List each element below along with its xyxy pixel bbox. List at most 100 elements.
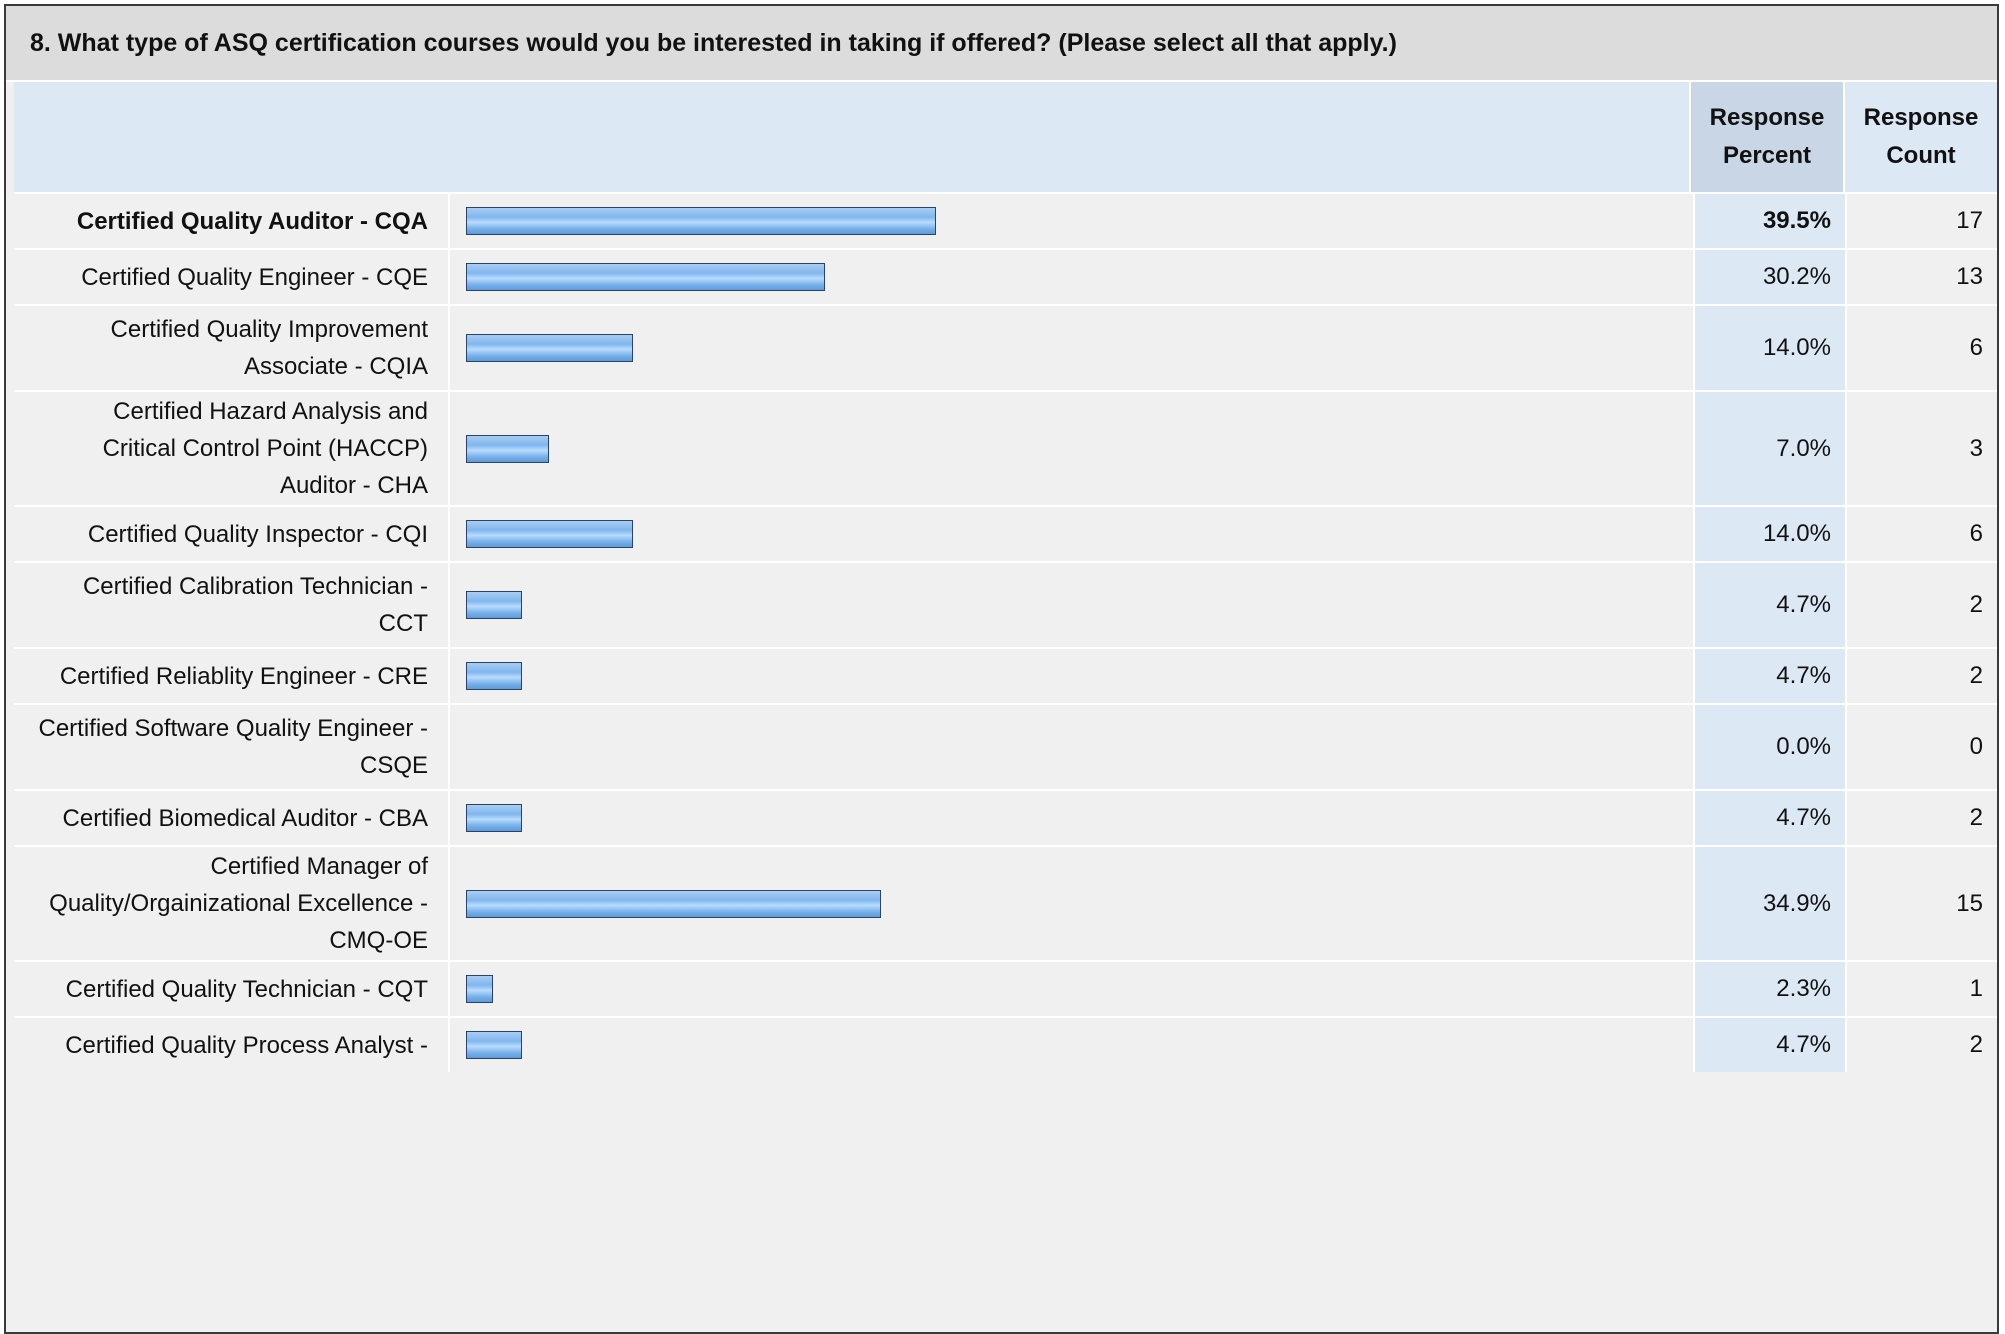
- answer-label: Certified Quality Improvement Associate -…: [14, 306, 450, 390]
- response-percent: 7.0%: [1693, 392, 1845, 505]
- answer-row: Certified Quality Inspector - CQI 14.0% 6: [14, 505, 1997, 561]
- bar-cell: [450, 250, 1693, 304]
- response-count: 2: [1845, 563, 1997, 647]
- bar-cell: [450, 962, 1693, 1016]
- response-count: 6: [1845, 507, 1997, 561]
- answer-label-line: Certified Reliablity Engineer - CRE: [59, 662, 428, 690]
- answer-label-line: Certified Hazard Analysis and: [113, 398, 428, 425]
- answer-row: Certified Software Quality Engineer - CSQ…: [14, 703, 1997, 789]
- response-percent: 0.0%: [1693, 705, 1845, 789]
- answer-label: Certified Quality Auditor - CQA: [14, 194, 450, 248]
- response-percent: 4.7%: [1693, 649, 1845, 703]
- answer-label-line: Certified Manager of: [210, 853, 428, 880]
- response-bar: [466, 334, 633, 362]
- answer-label-line: Certified Quality Improvement: [110, 316, 428, 343]
- answer-row: Certified Manager of Quality/Orgainizatio…: [14, 845, 1997, 960]
- results-table: Response Percent Response Count Certifie…: [14, 82, 1997, 1072]
- bar-cell: [450, 649, 1693, 703]
- response-bar: [466, 1031, 522, 1059]
- answer-label: Certified Software Quality Engineer - CSQ…: [14, 705, 450, 789]
- response-count: 2: [1845, 1018, 1997, 1072]
- answer-row: Certified Biomedical Auditor - CBA 4.7% 2: [14, 789, 1997, 845]
- response-percent-header-line2: Percent: [1722, 142, 1812, 169]
- response-count-header-line2: Count: [1886, 142, 1956, 169]
- response-count: 2: [1845, 649, 1997, 703]
- answer-label-line: Quality/Orgainizational Excellence -: [49, 890, 428, 917]
- response-bar: [466, 889, 882, 918]
- answer-label-line: Certified Software Quality Engineer -: [38, 715, 428, 742]
- answer-label-line: CMQ-OE: [329, 927, 428, 954]
- answer-row: Certified Quality Engineer - CQE 30.2% 13: [14, 248, 1997, 304]
- response-bar: [466, 591, 522, 619]
- response-percent-header: Response Percent: [1689, 82, 1843, 192]
- answer-label-line: Certified Calibration Technician -: [82, 573, 428, 600]
- response-percent-header-line1: Response: [1709, 104, 1825, 131]
- bar-cell: [450, 392, 1693, 505]
- response-count: 17: [1845, 194, 1997, 248]
- answer-label-line: Certified Quality Engineer - CQE: [81, 263, 428, 291]
- answer-label: Certified Quality Engineer - CQE: [14, 250, 450, 304]
- response-percent: 14.0%: [1693, 306, 1845, 390]
- response-percent: 2.3%: [1693, 962, 1845, 1016]
- response-bar: [466, 804, 522, 832]
- response-count: 1: [1845, 962, 1997, 1016]
- answer-row: Certified Quality Auditor - CQA 39.5% 17: [14, 192, 1997, 248]
- answer-label-line: Critical Control Point (HACCP): [102, 435, 428, 462]
- answer-row: Certified Quality Process Analyst - 4.7% 2: [14, 1016, 1997, 1072]
- answer-label-line: Certified Quality Auditor - CQA: [76, 207, 428, 235]
- response-bar: [466, 434, 550, 463]
- response-percent: 4.7%: [1693, 791, 1845, 845]
- bar-cell: [450, 507, 1693, 561]
- response-percent: 4.7%: [1693, 1018, 1845, 1072]
- response-bar: [466, 263, 826, 291]
- response-percent: 4.7%: [1693, 563, 1845, 647]
- answer-label-line: Certified Biomedical Auditor - CBA: [62, 804, 428, 832]
- answer-label-line: Certified Quality Technician - CQT: [65, 975, 428, 1003]
- answer-row: Certified Quality Technician - CQT 2.3% 1: [14, 960, 1997, 1016]
- answer-label-line: CCT: [378, 610, 428, 637]
- response-count: 6: [1845, 306, 1997, 390]
- bar-cell: [450, 847, 1693, 960]
- response-count: 13: [1845, 250, 1997, 304]
- answer-label: Certified Quality Technician - CQT: [14, 962, 450, 1016]
- answer-label: Certified Calibration Technician - CCT: [14, 563, 450, 647]
- response-percent: 14.0%: [1693, 507, 1845, 561]
- answer-label: Certified Hazard Analysis and Critical Co…: [14, 392, 450, 505]
- response-percent: 30.2%: [1693, 250, 1845, 304]
- response-count: 2: [1845, 791, 1997, 845]
- response-count-header-line1: Response: [1863, 104, 1979, 131]
- response-bar: [466, 207, 937, 235]
- survey-question-panel: 8. What type of ASQ certification course…: [4, 4, 1999, 1334]
- answer-label-line: Auditor - CHA: [279, 472, 428, 499]
- answer-label: Certified Biomedical Auditor - CBA: [14, 791, 450, 845]
- answer-label: Certified Quality Inspector - CQI: [14, 507, 450, 561]
- response-percent: 34.9%: [1693, 847, 1845, 960]
- response-percent: 39.5%: [1693, 194, 1845, 248]
- answer-label: Certified Reliablity Engineer - CRE: [14, 649, 450, 703]
- bar-cell: [450, 705, 1693, 789]
- response-bar: [466, 975, 494, 1003]
- bar-cell: [450, 194, 1693, 248]
- header-spacer: [14, 82, 1689, 192]
- answer-label-line: Certified Quality Inspector - CQI: [87, 520, 428, 548]
- answer-row: Certified Calibration Technician - CCT 4.7…: [14, 561, 1997, 647]
- bar-cell: [450, 1018, 1693, 1072]
- bar-cell: [450, 563, 1693, 647]
- answer-row: Certified Quality Improvement Associate -…: [14, 304, 1997, 390]
- answer-label-line: Associate - CQIA: [243, 353, 428, 380]
- answer-rows: Certified Quality Auditor - CQA 39.5% 17 Ce…: [14, 192, 1997, 1072]
- response-count: 3: [1845, 392, 1997, 505]
- question-title: 8. What type of ASQ certification course…: [6, 6, 1997, 82]
- answer-label: Certified Quality Process Analyst -: [14, 1018, 450, 1072]
- response-count: 15: [1845, 847, 1997, 960]
- bar-cell: [450, 791, 1693, 845]
- answer-label-line: Certified Quality Process Analyst -: [65, 1031, 428, 1059]
- response-count-header: Response Count: [1843, 82, 1997, 192]
- answer-label-line: CSQE: [359, 752, 428, 779]
- column-header-row: Response Percent Response Count: [14, 82, 1997, 192]
- answer-row: Certified Reliablity Engineer - CRE 4.7% 2: [14, 647, 1997, 703]
- answer-label: Certified Manager of Quality/Orgainizatio…: [14, 847, 450, 960]
- answer-row: Certified Hazard Analysis and Critical Co…: [14, 390, 1997, 505]
- response-bar: [466, 520, 633, 548]
- bar-cell: [450, 306, 1693, 390]
